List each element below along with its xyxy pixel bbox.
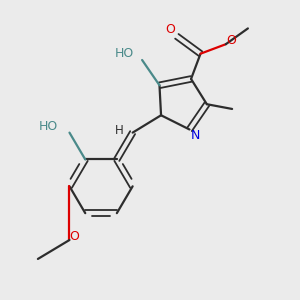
Text: O: O bbox=[165, 23, 175, 36]
Text: HO: HO bbox=[39, 120, 58, 134]
Text: H: H bbox=[115, 124, 124, 136]
Text: HO: HO bbox=[115, 46, 134, 60]
Text: O: O bbox=[69, 230, 79, 243]
Text: N: N bbox=[190, 129, 200, 142]
Text: O: O bbox=[226, 34, 236, 47]
